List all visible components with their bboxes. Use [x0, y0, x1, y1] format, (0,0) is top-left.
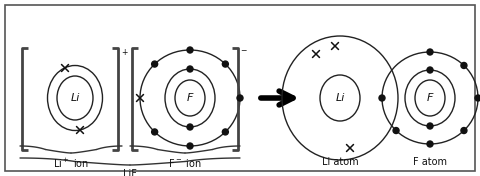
Circle shape	[187, 47, 193, 53]
Circle shape	[222, 61, 228, 67]
Text: Li atom: Li atom	[322, 157, 358, 167]
Circle shape	[427, 67, 433, 73]
Circle shape	[427, 141, 433, 147]
Text: F: F	[187, 93, 193, 103]
Ellipse shape	[175, 80, 205, 116]
Text: Li: Li	[70, 93, 80, 103]
Text: Li: Li	[336, 93, 345, 103]
Circle shape	[222, 129, 228, 135]
Text: LiF: LiF	[123, 169, 137, 176]
Circle shape	[461, 128, 467, 134]
Circle shape	[427, 123, 433, 129]
Circle shape	[152, 129, 157, 135]
Text: Li$^+$ ion: Li$^+$ ion	[53, 157, 89, 170]
Circle shape	[187, 66, 193, 72]
Circle shape	[187, 124, 193, 130]
Circle shape	[475, 95, 480, 101]
Ellipse shape	[415, 80, 445, 116]
Text: F atom: F atom	[413, 157, 447, 167]
Circle shape	[379, 95, 385, 101]
Ellipse shape	[320, 75, 360, 121]
Circle shape	[461, 62, 467, 68]
Text: F: F	[427, 93, 433, 103]
Circle shape	[393, 128, 399, 134]
Ellipse shape	[57, 76, 93, 120]
Circle shape	[152, 61, 157, 67]
Circle shape	[427, 49, 433, 55]
Circle shape	[187, 143, 193, 149]
Circle shape	[237, 95, 243, 101]
Text: $^+$: $^+$	[120, 48, 129, 58]
Text: F$^-$ ion: F$^-$ ion	[168, 157, 202, 169]
Text: $^-$: $^-$	[239, 48, 248, 58]
